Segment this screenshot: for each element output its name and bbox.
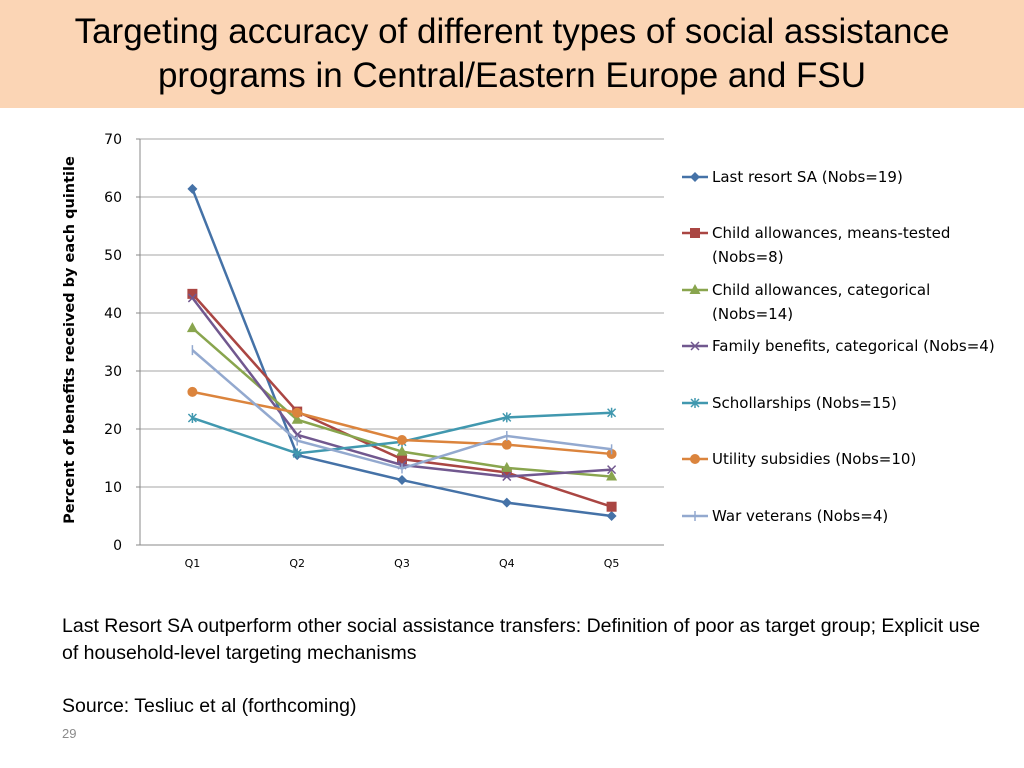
data-point xyxy=(606,470,618,481)
data-point xyxy=(501,467,512,478)
legend-label: Child allowances, categorical (Nobs=14) xyxy=(712,281,931,323)
data-point xyxy=(186,322,198,333)
legend-label: Child allowances, means-tested (Nobs=8) xyxy=(712,224,951,266)
legend-entry: Last resort SA (Nobs=19) xyxy=(680,165,1012,189)
x-tick-label: Q4 xyxy=(499,557,515,570)
data-point xyxy=(292,407,303,418)
data-point xyxy=(187,293,197,303)
slide-title: Targeting accuracy of different types of… xyxy=(0,0,1024,108)
y-tick-label: 40 xyxy=(104,306,122,322)
data-point xyxy=(397,475,407,486)
legend-label: Schollarships (Nobs=15) xyxy=(712,394,897,412)
data-point xyxy=(689,284,701,294)
title-line-2: programs in Central/Eastern Europe and F… xyxy=(157,56,867,95)
data-point xyxy=(501,439,512,450)
y-tick-label: 60 xyxy=(104,190,122,206)
data-point xyxy=(690,398,700,408)
y-tick-label: 0 xyxy=(113,538,122,554)
legend-entry: War veterans (Nobs=4) xyxy=(680,504,1012,528)
series-6 xyxy=(191,345,613,474)
data-point xyxy=(187,183,198,194)
y-tick-label: 30 xyxy=(104,364,122,380)
data-point xyxy=(187,412,197,423)
data-point xyxy=(187,288,198,299)
data-point xyxy=(501,497,512,508)
legend-swatch xyxy=(682,511,708,521)
page-number: 29 xyxy=(62,726,77,741)
data-point xyxy=(397,435,407,446)
legend-entry: Child allowances, categorical (Nobs=14) xyxy=(680,278,1012,326)
data-point xyxy=(501,461,513,472)
data-point xyxy=(187,386,198,397)
legend-swatch xyxy=(682,341,708,351)
series-0 xyxy=(187,183,617,521)
data-point xyxy=(291,413,303,424)
legend-swatch xyxy=(682,172,708,182)
data-point xyxy=(606,501,617,512)
source-text: Source: Tesliuc et al (forthcoming) xyxy=(62,695,357,717)
legend-swatch xyxy=(682,398,708,408)
legend-swatch xyxy=(682,454,708,464)
legend-label: Last resort SA (Nobs=19) xyxy=(712,168,903,186)
legend-swatch xyxy=(682,228,708,238)
data-point xyxy=(502,412,512,423)
x-tick-label: Q2 xyxy=(289,557,305,570)
x-tick-label: Q3 xyxy=(394,557,410,570)
data-point xyxy=(502,472,512,482)
data-point xyxy=(690,228,700,238)
legend-label: Utility subsidies (Nobs=10) xyxy=(712,450,917,468)
y-tick-label: 10 xyxy=(104,480,122,496)
line-chart: 0 10 20 30 40 50 60 70 Q1 Q2 Q3 Q4 Q5 xyxy=(104,132,664,570)
legend-entry: Family benefits, categorical (Nobs=4) xyxy=(680,334,1012,358)
data-point xyxy=(292,448,302,459)
legend-entry: Child allowances, means-tested (Nobs=8) xyxy=(680,221,1012,269)
data-point xyxy=(607,407,617,418)
x-tick-label: Q5 xyxy=(604,557,620,570)
data-point xyxy=(690,172,700,182)
y-tick-label: 70 xyxy=(104,132,122,148)
data-point xyxy=(397,454,407,465)
title-line-1: Targeting accuracy of different types of… xyxy=(74,12,950,51)
data-point xyxy=(396,445,408,456)
data-point xyxy=(606,511,617,521)
y-tick-label: 20 xyxy=(104,422,122,438)
data-point xyxy=(690,454,700,464)
legend-entry: Schollarships (Nobs=15) xyxy=(680,391,1012,415)
legend-swatch xyxy=(682,284,708,294)
data-point xyxy=(607,465,617,475)
note-text: Last Resort SA outperform other social a… xyxy=(62,615,981,664)
legend-label: War veterans (Nobs=4) xyxy=(712,507,889,525)
x-tick-label: Q1 xyxy=(185,557,201,570)
y-axis-label: Percent of benefits received by each qui… xyxy=(62,156,78,524)
legend-entry: Utility subsidies (Nobs=10) xyxy=(680,447,1012,471)
legend-label: Family benefits, categorical (Nobs=4) xyxy=(712,337,995,355)
series-5 xyxy=(187,386,617,459)
data-point xyxy=(690,341,700,351)
y-tick-label: 50 xyxy=(104,248,122,264)
